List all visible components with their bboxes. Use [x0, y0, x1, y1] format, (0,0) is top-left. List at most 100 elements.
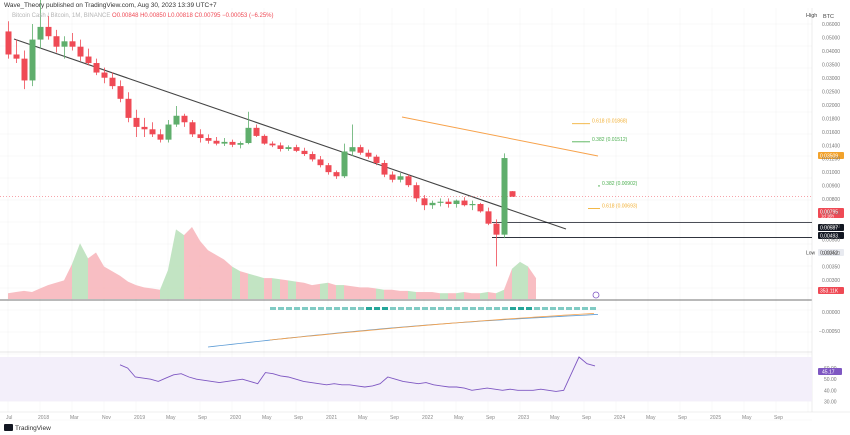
price-tag	[818, 232, 844, 239]
price-tag-label: 0.00493	[820, 234, 838, 240]
candle-body	[125, 98, 132, 118]
candle-body	[357, 147, 364, 153]
time-axis-label: Sep	[294, 415, 303, 421]
tradingview-brand[interactable]: TradingView	[4, 424, 51, 432]
candles	[5, 0, 516, 267]
price-axis-label: 0.00350	[822, 265, 840, 271]
candle-body	[109, 77, 116, 87]
volume-segment	[24, 290, 32, 299]
candle-body	[293, 147, 300, 151]
volume-segment	[96, 252, 104, 299]
histogram-bar	[294, 307, 300, 310]
candle-body	[341, 151, 348, 177]
macd-histogram	[270, 307, 596, 310]
volume-segment	[208, 250, 216, 299]
fib-level-label: 0.618 (0.00693)	[602, 203, 638, 209]
candle-body	[381, 162, 388, 175]
time-axis-label: May	[166, 415, 176, 421]
publish-info: Wave_Theory published on TradingView.com…	[4, 2, 217, 9]
candle-body	[269, 143, 276, 146]
candle-body	[365, 152, 372, 157]
volume-segment	[64, 264, 72, 299]
candle-body	[13, 54, 20, 59]
price-axis-label: 0.01600	[822, 130, 840, 136]
volume-segment	[80, 243, 88, 299]
volume-marker-icon	[592, 291, 600, 299]
candle-body	[141, 126, 148, 130]
price-axis-label: 0.01400	[822, 143, 840, 149]
histogram-bar	[390, 307, 396, 310]
symbol-info: Bitcoin Cash / Bitcoin, 1M, BINANCE O0.0…	[12, 13, 274, 19]
candle-body	[445, 201, 452, 205]
volume-segment	[320, 282, 328, 299]
volume-segment	[272, 278, 280, 299]
volume-segment	[496, 289, 504, 299]
ma-line-blue	[207, 314, 599, 348]
fib-level-label: 0.618 (0.01868)	[592, 119, 628, 125]
fib-level-label: 0.382 (0.01512)	[592, 137, 628, 143]
volume-segment	[88, 252, 96, 299]
price-axis-label: 0.00700	[822, 211, 840, 217]
time-axis-label: Sep	[486, 415, 495, 421]
price-axis-label: 0.06000	[822, 22, 840, 28]
volume-segment	[328, 282, 336, 299]
candle-body	[309, 154, 316, 160]
candle-body	[301, 150, 308, 155]
candle-body	[333, 172, 340, 177]
volume-segment	[264, 278, 272, 299]
volume-segment	[120, 275, 128, 299]
volume-segment	[40, 285, 48, 299]
volume-segment	[16, 290, 24, 299]
candle-body	[117, 86, 124, 99]
histogram-bar	[526, 307, 532, 310]
histogram-bar	[462, 307, 468, 310]
candle-body	[85, 56, 92, 64]
candle-body	[77, 46, 84, 57]
ma-line-orange	[269, 313, 595, 341]
candle-body	[5, 31, 12, 55]
histogram-bar	[502, 307, 508, 310]
histogram-bar	[582, 307, 588, 310]
time-axis-label: 2018	[38, 415, 49, 421]
volume-segment	[488, 292, 496, 299]
candle-body	[173, 115, 180, 125]
volume-segment	[152, 288, 160, 299]
candle-body	[245, 127, 252, 144]
candle-body	[237, 143, 244, 145]
histogram-bar	[430, 307, 436, 310]
time-axis-label: Mar	[70, 415, 79, 421]
volume-segment	[168, 229, 176, 299]
volume-segment	[48, 282, 56, 299]
candle-body	[205, 138, 212, 141]
time-axis-label: Sep	[678, 415, 687, 421]
time-axis-label: 2021	[326, 415, 337, 421]
volume-segment	[464, 292, 472, 299]
volume-segment	[112, 271, 120, 299]
candle-body	[285, 147, 292, 149]
candle-body	[317, 159, 324, 166]
histogram-bar	[518, 307, 524, 310]
time-axis-label: 2025	[710, 415, 721, 421]
volume-segment	[424, 292, 432, 299]
price-axis-label: 0.00900	[822, 184, 840, 190]
histogram-bar	[510, 307, 516, 310]
price-axis-label: 0.00800	[822, 197, 840, 203]
volume-segment	[232, 266, 240, 299]
price-tag-label: 0.03509	[820, 154, 838, 160]
volume-segment	[504, 268, 512, 299]
volume-segment	[512, 261, 520, 299]
candle-body	[189, 122, 196, 135]
volume-segment	[520, 261, 528, 299]
price-axis-high-label: High	[806, 13, 817, 19]
volume-segment	[432, 292, 440, 299]
price-axis-label: 0.01000	[822, 170, 840, 176]
price-axis-label: 0.01200	[822, 157, 840, 163]
histogram-bar	[478, 307, 484, 310]
volume-segment	[336, 285, 344, 299]
price-axis	[818, 152, 844, 256]
volume-segment	[360, 287, 368, 299]
time-axis-label: May	[550, 415, 560, 421]
candle-body	[45, 26, 52, 37]
